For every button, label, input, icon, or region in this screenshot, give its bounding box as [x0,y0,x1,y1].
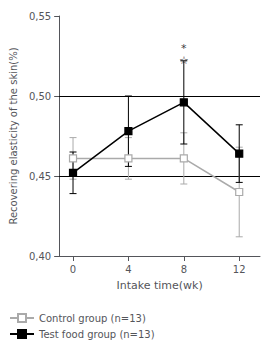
svg-text:Control group (n=13): Control group (n=13) [39,313,146,324]
svg-text:0,50: 0,50 [29,91,51,102]
svg-text:☆: ☆ [179,54,189,67]
svg-text:Test food group (n=13): Test food group (n=13) [38,329,155,340]
svg-text:0: 0 [70,264,76,275]
svg-text:0,40: 0,40 [29,251,51,262]
svg-text:4: 4 [125,264,131,275]
svg-text:Recovering elasticity of the s: Recovering elasticity of the skin(%) [8,47,19,224]
svg-text:12: 12 [233,264,246,275]
svg-text:0,55: 0,55 [29,11,51,22]
svg-text:Intake time(wk): Intake time(wk) [116,279,202,292]
svg-text:*: * [181,42,187,55]
svg-text:0,45: 0,45 [29,171,51,182]
svg-text:8: 8 [181,264,187,275]
